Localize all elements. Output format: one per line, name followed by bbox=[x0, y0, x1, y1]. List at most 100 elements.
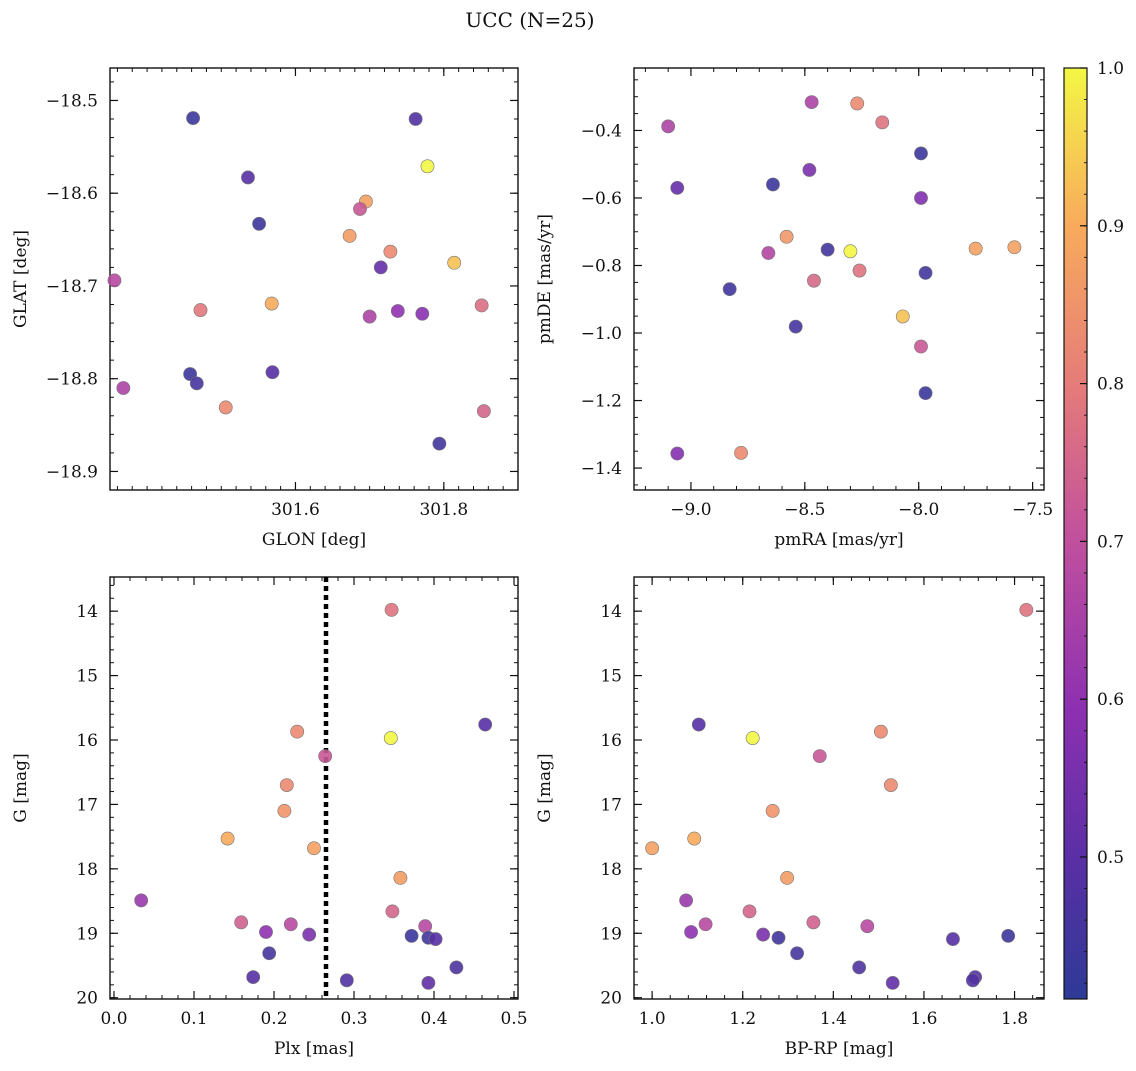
scatter-point bbox=[277, 803, 292, 818]
x-tick-label: −9.0 bbox=[670, 500, 711, 520]
scatter-point bbox=[802, 163, 817, 177]
scatter-point bbox=[807, 273, 821, 288]
scatter-point bbox=[134, 893, 149, 908]
y-tick-label: −0.8 bbox=[581, 256, 622, 276]
scatter-point bbox=[353, 202, 367, 216]
scatter-point bbox=[914, 339, 928, 354]
scatter-point bbox=[478, 717, 493, 732]
scatter-point bbox=[241, 170, 255, 185]
x-tick-label: 0.4 bbox=[420, 1009, 447, 1029]
scatter-point bbox=[246, 970, 261, 984]
scatter-point bbox=[722, 282, 737, 297]
scatter-point bbox=[339, 973, 354, 988]
panel-3: 0.0 0.1 0.2 0.3 0.4 0.5 14 15 16 17 18 19 20 Plx [mas… bbox=[11, 576, 528, 1059]
y-tick-label: 15 bbox=[600, 667, 622, 687]
y-tick-label: −0.6 bbox=[581, 189, 622, 209]
scatter-point bbox=[742, 904, 757, 919]
scatter-point bbox=[404, 928, 419, 943]
scatter-point bbox=[383, 244, 398, 259]
y-tick-label: −18.7 bbox=[46, 277, 98, 297]
scatter-point bbox=[220, 831, 235, 846]
colorbar-tick-label: 0.5 bbox=[1097, 848, 1124, 868]
scatter-point bbox=[645, 841, 660, 856]
y-axis-label: pmDE [mas/yr] bbox=[535, 214, 555, 344]
y-tick-label: −1.0 bbox=[581, 324, 622, 344]
panels: 301.6 301.8 −18.5 −18.6 −18.7 −18.8 −18.9 GLON … bbox=[11, 67, 1053, 1059]
scatter-point bbox=[384, 602, 399, 617]
scatter-point bbox=[745, 731, 760, 745]
scatter-point bbox=[302, 927, 317, 942]
scatter-point bbox=[415, 306, 430, 321]
scatter-point bbox=[885, 975, 900, 990]
scatter-point bbox=[771, 930, 786, 945]
scatter-point bbox=[968, 241, 983, 256]
colorbar: 0.5 0.6 0.7 0.8 0.9 1.0 bbox=[1063, 59, 1124, 1000]
x-axis-label: Plx [mas] bbox=[274, 1039, 354, 1059]
scatter-point bbox=[790, 946, 804, 961]
y-tick-label: −1.2 bbox=[581, 392, 622, 412]
scatter-point bbox=[421, 975, 436, 990]
scatter-point bbox=[390, 304, 405, 318]
scatter-point bbox=[918, 386, 933, 401]
y-tick-label: 16 bbox=[76, 731, 98, 751]
scatter-point bbox=[788, 319, 803, 334]
y-tick-label: 20 bbox=[76, 989, 98, 1009]
scatter-point bbox=[914, 146, 928, 161]
y-axis-label: G [mag] bbox=[11, 753, 31, 822]
scatter-point bbox=[420, 159, 435, 174]
x-tick-label: 301.8 bbox=[419, 500, 468, 520]
axes-frame bbox=[633, 576, 1045, 1000]
scatter-point bbox=[252, 216, 267, 231]
colorbar-tick-label: 0.9 bbox=[1097, 217, 1124, 237]
x-tick-label: 301.6 bbox=[271, 500, 320, 520]
scatter-point bbox=[383, 731, 398, 745]
scatter-point bbox=[780, 870, 795, 885]
y-tick-label: 17 bbox=[76, 795, 98, 815]
scatter-point bbox=[852, 263, 867, 278]
x-tick-label: −8.5 bbox=[784, 500, 825, 520]
scatter-point bbox=[852, 960, 867, 975]
scatter-point bbox=[812, 749, 827, 764]
scatter-point bbox=[373, 260, 388, 275]
scatter-point bbox=[186, 111, 200, 125]
scatter-point bbox=[116, 381, 131, 395]
axes-frame bbox=[109, 67, 519, 491]
x-tick-label: 1.0 bbox=[639, 1009, 666, 1029]
scatter-point bbox=[895, 309, 910, 324]
scatter-point bbox=[262, 946, 277, 961]
scatter-point bbox=[290, 724, 305, 739]
axes-frame bbox=[109, 576, 519, 1000]
y-tick-label: 19 bbox=[76, 924, 98, 944]
panel-4: 1.0 1.2 1.4 1.6 1.8 14 15 16 17 18 19 20 BP-RP [mag]… bbox=[535, 576, 1045, 1059]
y-tick-label: 20 bbox=[600, 989, 622, 1009]
scatter-point bbox=[670, 446, 685, 461]
y-tick-label: 14 bbox=[600, 602, 622, 622]
scatter-point bbox=[756, 927, 771, 942]
x-tick-label: 0.0 bbox=[100, 1009, 127, 1029]
scatter-point bbox=[850, 96, 865, 111]
scatter-point bbox=[874, 724, 888, 739]
scatter-point bbox=[661, 119, 676, 134]
x-axis-label: GLON [deg] bbox=[262, 530, 366, 550]
colorbar-gradient bbox=[1063, 67, 1088, 1000]
scatter-point bbox=[761, 246, 776, 260]
scatter-point bbox=[691, 717, 706, 732]
scatter-point bbox=[1007, 240, 1022, 255]
panel-1: 301.6 301.8 −18.5 −18.6 −18.7 −18.8 −18.9 GLON … bbox=[11, 67, 519, 550]
scatter-point bbox=[107, 273, 122, 288]
y-tick-label: −1.4 bbox=[581, 459, 622, 479]
scatter-point bbox=[806, 915, 821, 930]
scatter-point bbox=[843, 244, 858, 259]
x-tick-label: 1.4 bbox=[820, 1009, 847, 1029]
scatter-point bbox=[393, 870, 408, 885]
y-tick-label: 19 bbox=[600, 924, 622, 944]
scatter-point bbox=[279, 778, 294, 793]
scatter-point bbox=[265, 365, 280, 380]
scatter-point bbox=[218, 400, 233, 415]
x-tick-label: 0.1 bbox=[180, 1009, 207, 1029]
scatter-point bbox=[1019, 602, 1034, 617]
scatter-point bbox=[734, 445, 748, 460]
colorbar-tick-label: 0.6 bbox=[1097, 690, 1124, 710]
